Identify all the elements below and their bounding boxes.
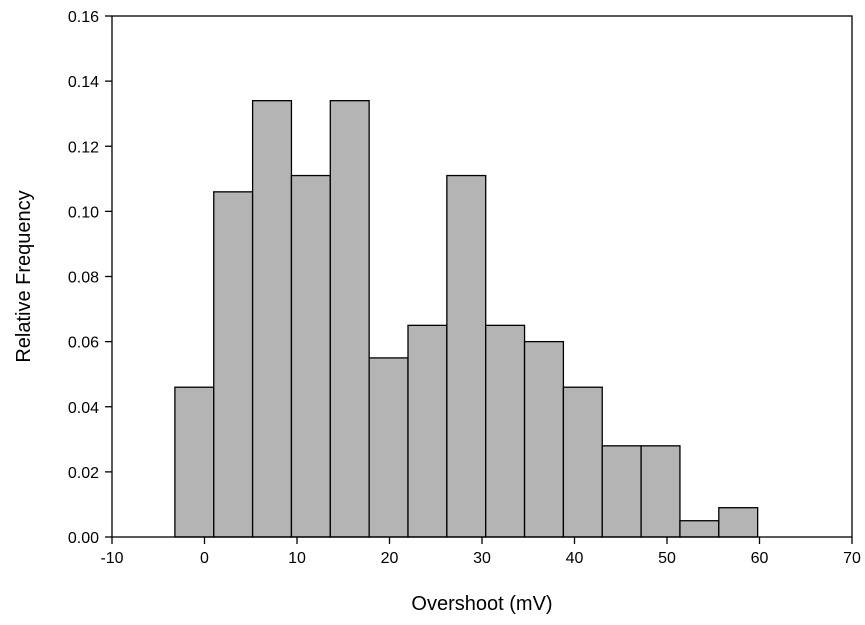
histogram-bar	[562, 386, 603, 538]
y-tick-label: 0.04	[68, 400, 99, 417]
x-tick-label: 60	[751, 550, 769, 567]
histogram-bar	[523, 340, 565, 538]
y-tick-label: 0.08	[68, 270, 99, 287]
y-tick-label: 0.02	[68, 465, 99, 482]
y-tick-label: 0.00	[68, 530, 99, 547]
y-tick-label: 0.14	[68, 74, 99, 91]
x-tick-label: 50	[658, 550, 676, 567]
y-axis: 0.00 0.02 0.04 0.06 0.08 0.10 0.12 0.14 0.16	[68, 9, 112, 547]
y-tick-label: 0.16	[68, 9, 99, 26]
histogram-bar	[485, 324, 526, 538]
x-axis: -10 0 10 20 30 40 50 60 70	[100, 537, 861, 567]
histogram-bar	[718, 507, 759, 538]
histogram-bar	[407, 324, 448, 538]
histogram-bar	[446, 174, 487, 538]
y-tick-label: 0.12	[68, 139, 99, 156]
histogram-bar	[679, 520, 720, 538]
histogram-bar	[368, 357, 409, 538]
x-tick-label: 40	[566, 550, 584, 567]
x-tick-label: -10	[100, 550, 123, 567]
x-tick-label: 10	[288, 550, 306, 567]
histogram-bar	[601, 445, 642, 538]
histogram-bar	[251, 100, 293, 538]
y-tick-label: 0.06	[68, 335, 99, 352]
histogram-bar	[640, 445, 681, 538]
histogram-bars	[174, 100, 759, 538]
x-tick-label: 20	[381, 550, 399, 567]
x-tick-label: 0	[200, 550, 209, 567]
histogram-bar	[290, 174, 331, 538]
histogram-bar	[213, 191, 254, 538]
histogram-bar	[174, 386, 215, 538]
x-axis-title: Overshoot (mV)	[411, 593, 552, 615]
histogram-bar	[329, 100, 370, 538]
y-tick-label: 0.10	[68, 204, 99, 221]
x-tick-label: 30	[473, 550, 491, 567]
y-axis-title: Relative Frequency	[13, 190, 35, 362]
x-tick-label: 70	[843, 550, 861, 567]
